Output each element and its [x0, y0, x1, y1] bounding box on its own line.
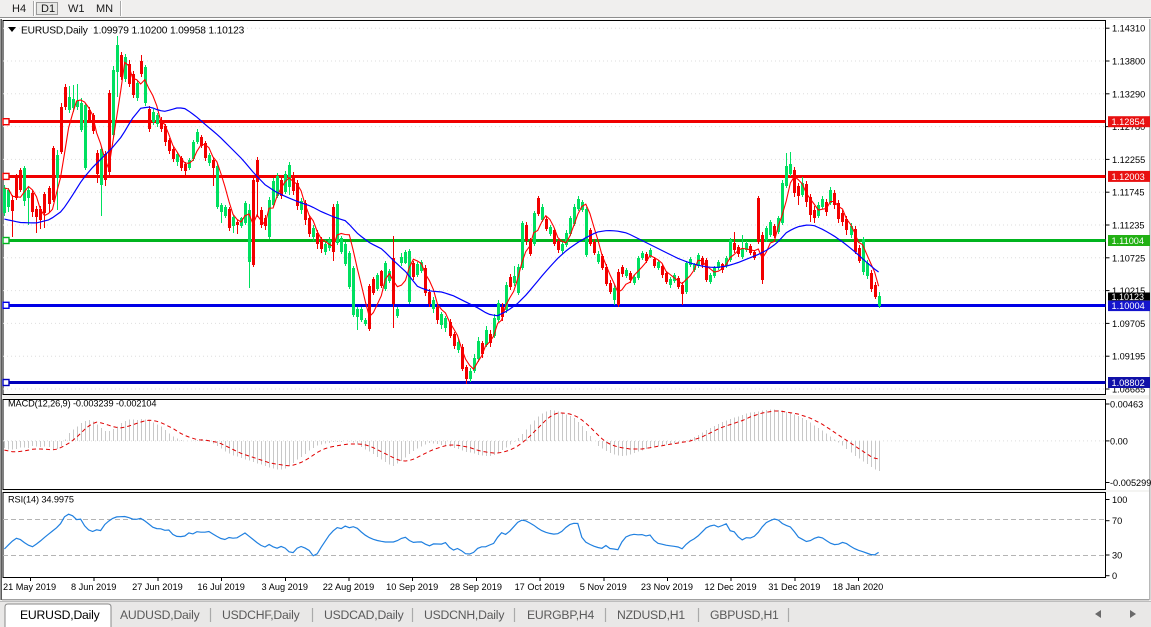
svg-text:NZDUSD,H1: NZDUSD,H1 [617, 608, 685, 622]
svg-text:MACD(12,26,9) -0.003239 -0.002: MACD(12,26,9) -0.003239 -0.002104 [8, 399, 156, 409]
svg-text:1.11004: 1.11004 [1112, 236, 1145, 246]
svg-text:1.13800: 1.13800 [1112, 57, 1145, 67]
svg-text:1.11745: 1.11745 [1112, 188, 1145, 198]
svg-text:1.10725: 1.10725 [1112, 253, 1145, 263]
svg-text:3 Aug 2019: 3 Aug 2019 [262, 582, 309, 592]
svg-text:5 Nov 2019: 5 Nov 2019 [580, 582, 627, 592]
svg-text:EURGBP,H4: EURGBP,H4 [527, 608, 594, 622]
svg-text:16 Jul 2019: 16 Jul 2019 [197, 582, 245, 592]
svg-text:1.11235: 1.11235 [1112, 221, 1145, 231]
svg-text:1.08802: 1.08802 [1112, 378, 1145, 388]
svg-text:RSI(14) 34.9975: RSI(14) 34.9975 [8, 495, 74, 505]
svg-text:1.10123: 1.10123 [1112, 292, 1145, 302]
svg-text:MN: MN [96, 3, 113, 15]
svg-text:22 Aug 2019: 22 Aug 2019 [323, 582, 375, 592]
svg-text:31 Dec 2019: 31 Dec 2019 [768, 582, 820, 592]
svg-text:0: 0 [1112, 571, 1117, 581]
svg-text:30: 30 [1112, 551, 1122, 561]
svg-text:-0.005299: -0.005299 [1110, 478, 1151, 488]
svg-text:8 Jun 2019: 8 Jun 2019 [71, 582, 116, 592]
svg-text:28 Sep 2019: 28 Sep 2019 [450, 582, 502, 592]
svg-text:1.08685: 1.08685 [1112, 385, 1145, 395]
svg-text:21 May 2019: 21 May 2019 [3, 582, 56, 592]
svg-text:1.14310: 1.14310 [1112, 24, 1145, 34]
svg-text:1.12255: 1.12255 [1112, 155, 1145, 165]
svg-text:0.00: 0.00 [1110, 436, 1128, 446]
svg-text:EURUSD,Daily 1.09979 1.10200: EURUSD,Daily 1.09979 1.10200 1.09958 1.1… [21, 26, 245, 37]
svg-text:1.10004: 1.10004 [1112, 301, 1145, 311]
svg-text:D1: D1 [41, 3, 55, 15]
svg-text:18 Jan 2020: 18 Jan 2020 [833, 582, 884, 592]
svg-text:USDCNH,Daily: USDCNH,Daily [424, 608, 505, 622]
svg-text:USDCHF,Daily: USDCHF,Daily [222, 608, 301, 622]
svg-text:70: 70 [1112, 516, 1122, 526]
svg-text:H4: H4 [12, 3, 26, 15]
svg-text:10 Sep 2019: 10 Sep 2019 [386, 582, 438, 592]
svg-text:W1: W1 [68, 3, 85, 15]
svg-text:0.00463: 0.00463 [1110, 400, 1143, 410]
svg-text:1.13290: 1.13290 [1112, 89, 1145, 99]
svg-text:USDCAD,Daily: USDCAD,Daily [324, 608, 405, 622]
svg-text:AUDUSD,Daily: AUDUSD,Daily [120, 608, 201, 622]
svg-text:1.09705: 1.09705 [1112, 319, 1145, 329]
svg-text:27 Jun 2019: 27 Jun 2019 [132, 582, 183, 592]
svg-text:1.10215: 1.10215 [1112, 286, 1145, 296]
svg-text:1.09195: 1.09195 [1112, 352, 1145, 362]
svg-text:12 Dec 2019: 12 Dec 2019 [705, 582, 757, 592]
svg-text:1.12003: 1.12003 [1112, 172, 1145, 182]
svg-text:EURUSD,Daily: EURUSD,Daily [20, 608, 101, 622]
svg-text:1.12854: 1.12854 [1112, 117, 1145, 127]
svg-text:100: 100 [1112, 495, 1127, 505]
svg-text:23 Nov 2019: 23 Nov 2019 [641, 582, 693, 592]
svg-text:17 Oct 2019: 17 Oct 2019 [515, 582, 565, 592]
svg-text:GBPUSD,H1: GBPUSD,H1 [710, 608, 779, 622]
